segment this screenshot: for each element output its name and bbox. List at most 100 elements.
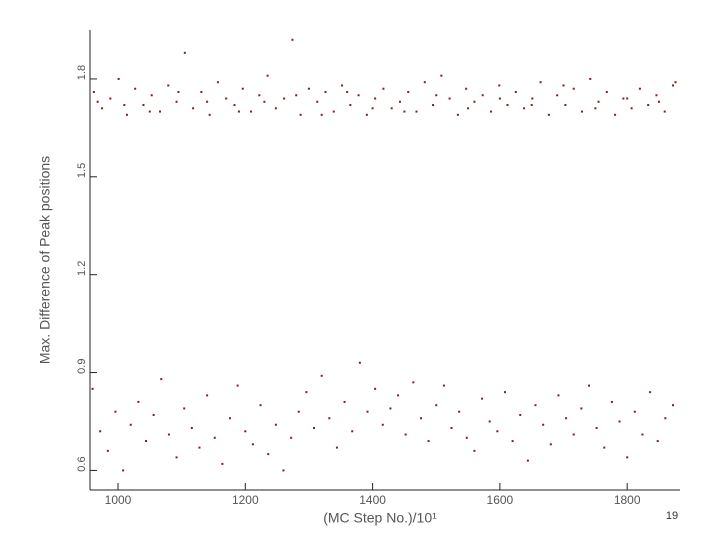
y-axis-label: Max. Difference of Peak positions xyxy=(37,156,53,364)
point xyxy=(229,417,232,420)
point xyxy=(101,107,104,110)
point xyxy=(175,100,178,103)
point xyxy=(618,420,621,423)
point xyxy=(622,97,625,100)
point xyxy=(626,456,629,459)
point xyxy=(547,113,550,116)
point xyxy=(415,110,418,113)
point xyxy=(122,469,125,472)
point xyxy=(641,433,644,436)
point xyxy=(291,38,294,41)
point xyxy=(192,107,195,110)
point xyxy=(531,97,534,100)
point xyxy=(427,440,430,443)
point xyxy=(129,423,132,426)
point xyxy=(320,374,323,377)
point xyxy=(496,430,499,433)
point xyxy=(208,113,211,116)
point xyxy=(473,449,476,452)
point xyxy=(382,87,385,90)
point xyxy=(511,440,514,443)
point xyxy=(328,417,331,420)
point xyxy=(587,384,590,387)
point xyxy=(565,417,568,420)
point xyxy=(366,410,369,413)
point xyxy=(398,100,401,103)
y-tick-label: 0.6 xyxy=(76,456,88,471)
point xyxy=(91,387,94,390)
point xyxy=(589,77,592,80)
y-tick-label: 1.2 xyxy=(76,261,88,276)
point xyxy=(389,407,392,410)
point xyxy=(481,94,484,97)
point xyxy=(299,113,302,116)
point xyxy=(274,107,277,110)
point xyxy=(448,97,451,100)
point xyxy=(341,84,344,87)
point xyxy=(435,94,438,97)
point xyxy=(134,87,137,90)
point xyxy=(152,413,155,416)
point xyxy=(145,440,148,443)
point xyxy=(283,97,286,100)
point xyxy=(358,361,361,364)
point xyxy=(374,387,377,390)
point xyxy=(397,394,400,397)
x-tick-label: 1800 xyxy=(614,493,641,507)
point xyxy=(530,104,533,107)
point xyxy=(404,433,407,436)
point xyxy=(190,427,193,430)
point xyxy=(412,381,415,384)
point xyxy=(473,100,476,103)
x-axis-label: (MC Step No.)/10¹ xyxy=(323,510,437,526)
point xyxy=(595,427,598,430)
point xyxy=(175,456,178,459)
point xyxy=(674,81,677,84)
point xyxy=(542,423,545,426)
point xyxy=(365,113,368,116)
point xyxy=(237,110,240,113)
x-tick-label: 1200 xyxy=(232,493,259,507)
point xyxy=(671,404,674,407)
point xyxy=(450,427,453,430)
point xyxy=(442,384,445,387)
point xyxy=(481,397,484,400)
point xyxy=(564,104,567,107)
point xyxy=(167,84,170,87)
point xyxy=(534,404,537,407)
point xyxy=(526,459,529,462)
point xyxy=(259,404,262,407)
point xyxy=(297,410,300,413)
point xyxy=(109,97,112,100)
point xyxy=(649,391,652,394)
point xyxy=(638,87,641,90)
point xyxy=(371,107,374,110)
y-tick-label: 0.9 xyxy=(76,359,88,374)
y-tick-label: 1.8 xyxy=(76,65,88,80)
point xyxy=(519,413,522,416)
point xyxy=(123,104,126,107)
point xyxy=(419,417,422,420)
point xyxy=(159,110,162,113)
point xyxy=(267,453,270,456)
point xyxy=(562,84,565,87)
y-tick-label: 1.5 xyxy=(76,163,88,178)
point xyxy=(216,81,219,84)
point xyxy=(605,90,608,93)
point xyxy=(594,107,597,110)
point xyxy=(465,87,468,90)
point xyxy=(307,87,310,90)
point xyxy=(657,100,660,103)
point xyxy=(349,104,352,107)
point xyxy=(290,436,293,439)
point xyxy=(626,97,629,100)
point xyxy=(633,410,636,413)
point xyxy=(465,436,468,439)
point xyxy=(241,87,244,90)
point xyxy=(221,462,224,465)
point xyxy=(106,449,109,452)
point xyxy=(556,94,559,97)
point xyxy=(295,94,298,97)
point xyxy=(282,469,285,472)
point xyxy=(435,404,438,407)
